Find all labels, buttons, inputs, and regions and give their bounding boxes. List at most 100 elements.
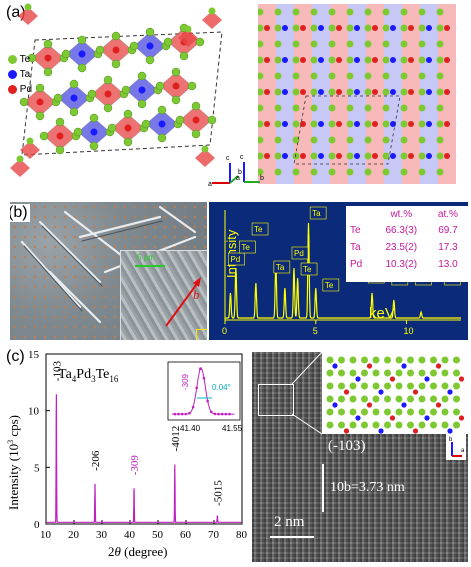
legend-item-te: Te xyxy=(8,52,32,67)
te-atom xyxy=(395,356,403,364)
panel-c-label: (c) xyxy=(6,348,25,365)
te-atom xyxy=(364,120,372,128)
pd-atom xyxy=(444,153,450,159)
te-atom xyxy=(346,168,354,176)
te-atom xyxy=(326,408,334,416)
inset-data-point xyxy=(217,412,220,416)
x-tick-label: 20 xyxy=(68,529,80,541)
te-atom xyxy=(418,356,426,364)
peak-label: Ta xyxy=(312,209,321,218)
highlight-box xyxy=(196,329,207,340)
ta-atom xyxy=(390,25,396,31)
te-atom xyxy=(418,136,426,144)
te-atom xyxy=(274,24,282,32)
pd-polyhedron xyxy=(202,11,222,29)
te-atom xyxy=(436,72,444,80)
xrd-trace xyxy=(46,394,242,523)
inset-fwhm-label: 0.04° xyxy=(212,383,231,392)
axis-a-label: a xyxy=(208,181,212,188)
pd-atom xyxy=(458,376,465,382)
te-atom xyxy=(400,24,408,32)
te-atom xyxy=(384,395,391,403)
te-atom xyxy=(395,369,403,377)
panel-b-label: (b) xyxy=(10,204,30,222)
pd-atom xyxy=(336,57,342,63)
te-atom xyxy=(384,369,391,377)
peak-label: Ta xyxy=(276,263,285,272)
inset-data-point xyxy=(199,367,202,371)
te-atom xyxy=(274,168,282,176)
xrd-xlabel: 2θ (degree) xyxy=(108,544,167,559)
ta-atom xyxy=(390,121,396,127)
te-atom xyxy=(187,81,197,91)
te-atom xyxy=(292,120,300,128)
peak-label: Pd xyxy=(230,255,240,264)
te-atom xyxy=(107,123,117,133)
te-atom xyxy=(384,421,391,429)
ta-atom xyxy=(447,389,453,395)
axis-b-label: b xyxy=(238,169,242,176)
te-atom xyxy=(418,56,426,64)
te-atom xyxy=(384,408,391,416)
te-atom xyxy=(195,37,205,47)
y-tick-label: 5 xyxy=(34,462,40,474)
te-atom xyxy=(453,395,460,403)
ta-atom xyxy=(332,363,338,369)
te-atom xyxy=(123,109,133,119)
pd-atom xyxy=(412,389,419,395)
ta-atom xyxy=(355,415,361,421)
ta-atom xyxy=(354,25,360,31)
axis-c-label: c xyxy=(226,155,230,162)
y-tick-label: 0 xyxy=(34,519,40,531)
te-atom xyxy=(274,104,282,112)
te-atom xyxy=(364,24,372,32)
te-atom xyxy=(328,56,336,64)
axis-a-label-right: a xyxy=(236,175,240,182)
te-atom xyxy=(372,356,380,364)
te-atom xyxy=(274,40,282,48)
te-atom xyxy=(103,103,113,113)
x-tick-label: 60 xyxy=(180,529,192,541)
ta-atom-icon xyxy=(8,69,17,79)
te-atom xyxy=(346,136,354,144)
te-atom xyxy=(407,408,414,416)
inset-tick-label: 41.55 xyxy=(222,424,243,433)
te-atom xyxy=(372,395,380,403)
te-atom xyxy=(453,369,460,377)
overlay-axes-icon: b a xyxy=(446,434,466,460)
te-atom xyxy=(436,8,444,16)
pd-atom xyxy=(264,89,270,95)
pd-atom xyxy=(444,89,450,95)
pd-atom xyxy=(104,90,112,98)
te-atom xyxy=(274,56,282,64)
pd-atom xyxy=(300,89,306,95)
te-atom xyxy=(400,136,408,144)
peak-label-box xyxy=(228,252,245,266)
ta-atom xyxy=(282,153,288,159)
x-tick-label: 5 xyxy=(313,326,318,336)
te-atom xyxy=(258,24,264,32)
peak-label: Pd xyxy=(294,249,304,258)
te-atom xyxy=(338,395,345,403)
pd-atom xyxy=(372,89,378,95)
te-atom xyxy=(292,152,300,160)
te-atom xyxy=(338,369,345,377)
pd-atom xyxy=(389,415,396,421)
te-atom xyxy=(111,59,121,69)
inset-data-point xyxy=(188,411,191,415)
pd-atom xyxy=(444,121,450,127)
pd-atom xyxy=(300,153,306,159)
te-atom xyxy=(326,382,334,390)
te-atom xyxy=(361,356,368,364)
te-atom xyxy=(418,382,426,390)
te-atom xyxy=(171,95,181,105)
te-atom xyxy=(346,24,354,32)
te-atom xyxy=(274,72,282,80)
ta-atom xyxy=(282,25,288,31)
peak-label: Te xyxy=(303,265,312,274)
te-atom xyxy=(349,421,357,429)
te-atom xyxy=(364,104,372,112)
panel-c: (c) 10 20 30 40 50 60 70 80 0 5 10 15 -103 -206 -309-… xyxy=(0,344,471,567)
te-atom xyxy=(16,155,24,163)
peak-label-box xyxy=(273,260,291,274)
